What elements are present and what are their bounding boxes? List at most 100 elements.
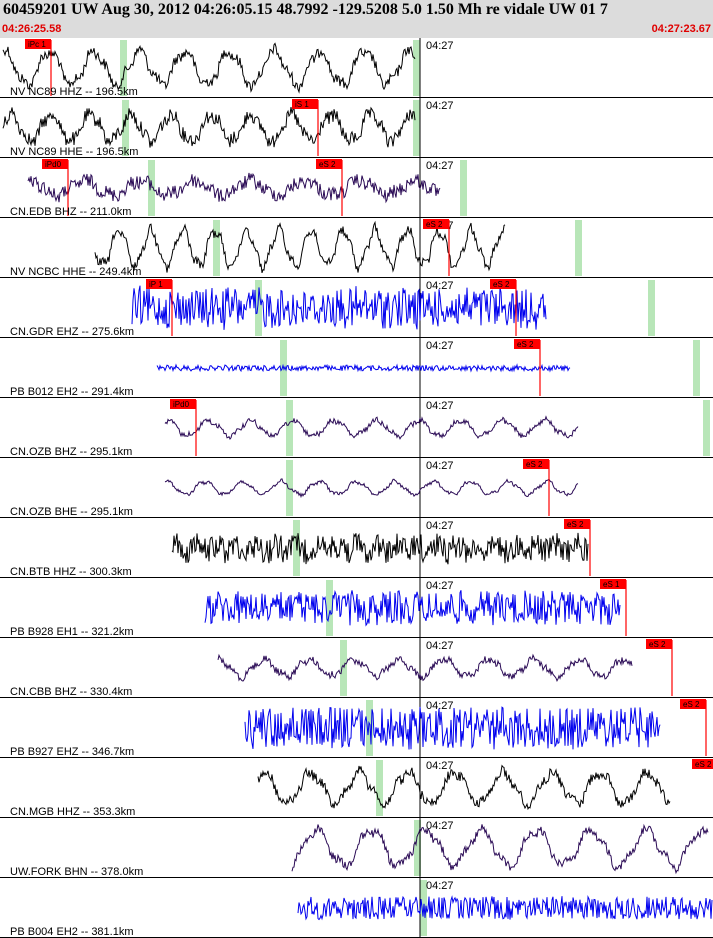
pick-flag[interactable] [523,459,549,469]
waveform [244,706,661,750]
minute-tick-label: 04:27 [426,760,454,772]
station-label: CN.MGB HHZ -- 353.3km [10,806,135,818]
pick-label: iPd0 [45,160,62,169]
station-label: CN.EDB BHZ -- 211.0km [10,206,131,218]
minute-tick-label: 04:27 [426,640,454,652]
pick-label: eS 2 [695,760,712,769]
waveform [27,172,441,204]
analysis-window [413,40,420,96]
pick-label: eS 2 [526,460,543,469]
pick-label: eS 2 [567,520,584,529]
trace-row[interactable]: 04:27 UW.FORK BHN -- 378.0km [0,818,713,878]
event-title: 60459201 UW Aug 30, 2012 04:26:05.15 48.… [3,1,608,18]
pick-flag[interactable] [680,699,706,709]
pick-flag[interactable] [423,219,449,229]
trace-row[interactable]: 04:27 eS 2 PB B927 EHZ -- 346.7km [0,698,713,758]
station-label: PB B004 EH2 -- 381.1km [10,926,134,938]
pick-label: iPc 1 [28,40,46,49]
minute-tick-label: 04:27 [426,820,454,832]
station-label: CN.CBB BHZ -- 330.4km [10,686,132,698]
pick-flag[interactable] [692,759,713,769]
trace-row[interactable]: 04:27 iPc 1 NV NC89 HHZ -- 196.5km [0,38,713,98]
trace-row[interactable]: 04:27 eS 2 CN.MGB HHZ -- 353.3km [0,758,713,818]
station-label: PB B928 EH1 -- 321.2km [10,626,134,638]
pick-flag[interactable] [42,159,68,169]
pick-flag[interactable] [646,639,672,649]
station-label: NV NC89 HHE -- 196.5km [10,146,138,158]
pick-flag[interactable] [490,279,516,289]
analysis-window [703,400,710,456]
trace-row[interactable]: 04:27 iP 1 eS 2 CN.GDR EHZ -- 275.6km [0,278,713,338]
trace-row[interactable]: 04:27 iPd0 eS 2 CN.EDB BHZ -- 211.0km [0,158,713,218]
analysis-window [122,100,129,156]
trace-row[interactable]: 04:27 PB B004 EH2 -- 381.1km [0,878,713,938]
waveform [291,823,709,875]
trace-row[interactable]: 04:27 eS 2 CN.BTB HHZ -- 300.3km [0,518,713,578]
pick-label: iPd0 [173,400,190,409]
waveform [297,894,713,921]
window-end-time: 04:27:23.67 [651,23,711,35]
pick-flag[interactable] [146,279,172,289]
pick-flag[interactable] [170,399,196,409]
minute-tick-label: 04:27 [426,460,454,472]
pick-flag[interactable] [292,99,318,109]
analysis-window [255,280,262,336]
waveform [164,415,579,440]
station-label: UW.FORK BHN -- 378.0km [10,866,143,878]
trace-row[interactable]: 04:27 eS 1 PB B928 EH1 -- 321.2km [0,578,713,638]
analysis-window [413,100,420,156]
pick-label: eS 2 [319,160,336,169]
trace-row[interactable]: 04:27 iS 1 NV NC89 HHE -- 196.5km [0,98,713,158]
trace-row[interactable]: 04:27 iPd0 CN.OZB BHZ -- 295.1km [0,398,713,458]
pick-label: eS 1 [603,580,620,589]
minute-tick-label: 04:27 [426,520,454,532]
minute-tick-label: 04:27 [426,40,454,52]
event-header: 60459201 UW Aug 30, 2012 04:26:05.15 48.… [0,0,713,38]
analysis-window [575,220,582,276]
analysis-window [286,460,293,516]
pick-flag[interactable] [514,339,540,349]
analysis-window [286,400,293,456]
trace-row[interactable]: 04:27 eS 2 CN.CBB BHZ -- 330.4km [0,638,713,698]
pick-flag[interactable] [600,579,626,589]
analysis-window [414,820,421,876]
waveform [131,285,547,330]
waveform [156,363,571,373]
analysis-window [648,280,655,336]
waveform [171,532,589,565]
pick-flag[interactable] [316,159,342,169]
waveform [164,478,579,499]
analysis-window [326,580,333,636]
analysis-window [376,760,383,816]
station-label: CN.OZB BHZ -- 295.1km [10,446,132,458]
trace-row[interactable]: 04:27 eS 2 CN.OZB BHE -- 295.1km [0,458,713,518]
pick-label: eS 2 [426,220,443,229]
station-label: CN.OZB BHE -- 295.1km [10,506,133,518]
pick-label: eS 2 [493,280,510,289]
minute-tick-label: 04:27 [426,280,454,292]
analysis-window [693,340,700,396]
pick-flag[interactable] [25,39,51,49]
minute-tick-label: 04:27 [426,400,454,412]
pick-label: eS 2 [517,340,534,349]
waveform [217,653,633,683]
minute-tick-label: 04:27 [426,880,454,892]
station-label: PB B012 EH2 -- 291.4km [10,386,134,398]
station-label: PB B927 EHZ -- 346.7km [10,746,134,758]
minute-tick-label: 04:27 [426,580,454,592]
minute-tick-label: 04:27 [426,700,454,712]
analysis-window [460,160,467,216]
minute-tick-label: 04:27 [426,340,454,352]
pick-label: iP 1 [149,280,163,289]
waveform [2,42,416,94]
seismogram-panel[interactable]: 04:27 iPc 1 NV NC89 HHZ -- 196.5km 04:27 iS … [0,38,713,938]
station-label: NV NC89 HHZ -- 196.5km [10,86,138,98]
window-start-time: 04:26:25.58 [2,23,62,35]
analysis-window [213,220,220,276]
pick-flag[interactable] [564,519,590,529]
minute-tick-label: 04:27 [426,160,454,172]
waveform [2,106,416,148]
pick-label: eS 2 [649,640,666,649]
trace-row[interactable]: 04:27 eS 2 PB B012 EH2 -- 291.4km [0,338,713,398]
